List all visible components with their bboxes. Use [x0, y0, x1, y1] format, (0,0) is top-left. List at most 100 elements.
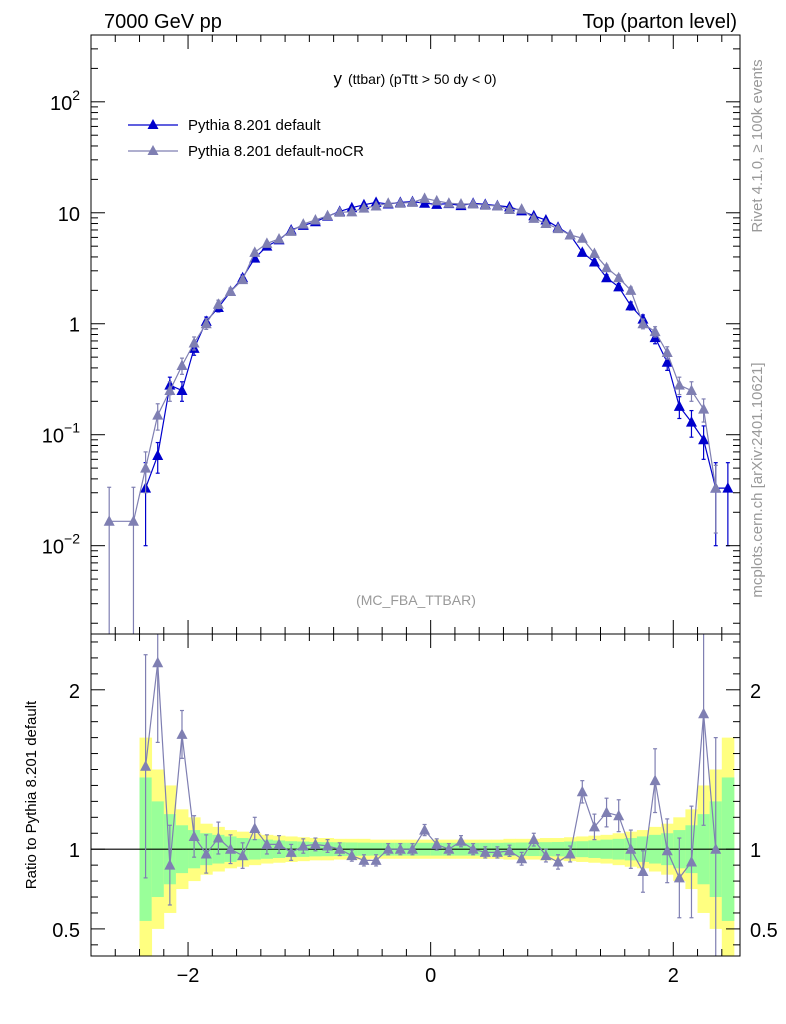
x-tick-label: 2: [668, 965, 679, 987]
data-point-nocr: [297, 218, 309, 229]
data-point-nocr: [273, 233, 285, 244]
ratio-y-tick-labels: 0.5 0.5 1 1 2 2: [52, 681, 778, 942]
data-point-default: [722, 482, 734, 493]
rivet-label: Rivet 4.1.0, ≥ 100k events: [749, 59, 766, 232]
legend-item-default: Pythia 8.201 default: [128, 117, 321, 134]
legend-label-default: Pythia 8.201 default: [188, 117, 321, 134]
ratio-y-tick-label-right: 2: [750, 681, 761, 703]
data-point-nocr: [455, 197, 467, 209]
ratio-point: [152, 656, 164, 668]
data-point-default: [152, 449, 164, 460]
data-point-nocr: [176, 359, 188, 371]
ratio-point: [455, 835, 467, 846]
data-point-nocr: [649, 325, 661, 337]
ratio-point: [637, 865, 649, 877]
data-point-nocr: [661, 346, 673, 358]
data-point-default: [698, 433, 710, 445]
ratio-point: [285, 846, 297, 857]
data-point-nocr: [540, 217, 552, 229]
ratio-point: [491, 846, 503, 857]
header-right: Top (parton level): [582, 11, 737, 33]
legend-label-nocr: Pythia 8.201 default-noCR: [188, 143, 364, 160]
data-point-nocr: [140, 462, 152, 473]
ratio-point: [382, 843, 394, 854]
data-point-default: [685, 416, 697, 427]
ratio-point: [576, 785, 588, 797]
ratio-point: [249, 822, 261, 833]
data-point-nocr: [309, 214, 321, 225]
data-point-nocr: [394, 197, 406, 208]
data-point-nocr: [601, 261, 613, 273]
legend-marker-nocr: [147, 145, 159, 155]
ratio-y-tick-label-left: 1: [69, 840, 80, 862]
data-point-nocr: [346, 205, 358, 217]
data-point-nocr: [564, 229, 576, 240]
data-point-default: [176, 384, 188, 396]
ratio-data-layer: [91, 634, 740, 956]
y-tick-label: 10−1: [42, 420, 80, 448]
y-tick-label: 10−2: [42, 531, 80, 559]
ratio-point: [504, 844, 516, 856]
ratio-point: [176, 728, 188, 739]
ratio-y-tick-label-left: 0.5: [52, 920, 80, 942]
data-point-nocr: [637, 317, 649, 329]
data-point-nocr: [698, 403, 710, 414]
ratio-point: [346, 849, 358, 861]
main-title: y (ttbar) (pTtt > 50 dy < 0): [333, 69, 496, 88]
ratio-point: [334, 843, 346, 854]
data-point-nocr: [613, 271, 625, 283]
ratio-point: [540, 849, 552, 861]
data-point-default: [588, 256, 600, 267]
data-point-nocr: [285, 225, 297, 236]
ratio-point: [552, 855, 564, 867]
data-point-nocr: [152, 409, 164, 420]
ratio-panel: 0.5 0.5 1 1 2 2 −2 0 2 Ratio to Pythia 8.201 de…: [23, 633, 778, 987]
ratio-point: [140, 760, 152, 771]
data-point-nocr: [103, 515, 115, 526]
data-point-default: [613, 280, 625, 292]
ratio-point: [309, 838, 321, 849]
y-tick-label: 102: [50, 87, 80, 115]
ratio-point: [297, 840, 309, 851]
y-tick-label: 1: [69, 315, 80, 337]
ratio-point: [661, 844, 673, 856]
ratio-point: [261, 838, 273, 849]
ratio-point: [710, 843, 722, 854]
ratio-point: [406, 843, 418, 854]
data-point-nocr: [334, 206, 346, 217]
data-point-nocr: [516, 203, 528, 214]
ratio-y-tick-label-left: 2: [69, 681, 80, 703]
y-tick-label: 10: [58, 204, 80, 226]
data-point-nocr: [127, 515, 139, 526]
data-point-default: [576, 246, 588, 257]
data-point-default: [625, 299, 637, 311]
ratio-point: [673, 871, 685, 883]
ratio-point: [358, 854, 370, 865]
ratio-point: [625, 843, 637, 854]
ratio-point: [588, 820, 600, 832]
ratio-point: [564, 847, 576, 859]
x-tick-labels: −2 0 2: [177, 965, 679, 987]
ratio-point: [322, 840, 334, 851]
legend-item-nocr: Pythia 8.201 default-noCR: [128, 143, 364, 160]
x-tick-label: 0: [425, 965, 436, 987]
data-point-nocr: [431, 194, 443, 206]
ratio-point: [200, 847, 212, 859]
data-point-nocr: [188, 337, 200, 348]
data-point-nocr: [406, 196, 418, 207]
data-point-nocr: [322, 209, 334, 221]
data-point-nocr: [200, 317, 212, 329]
ratio-point: [685, 855, 697, 867]
data-point-nocr: [467, 197, 479, 209]
header-left: 7000 GeV pp: [104, 11, 222, 33]
mcplots-label: mcplots.cern.ch [arXiv:2401.10621]: [749, 362, 766, 597]
ratio-y-tick-label-right: 0.5: [750, 920, 778, 942]
data-point-nocr: [673, 379, 685, 390]
data-point-nocr: [419, 192, 431, 203]
main-data-layer: [103, 192, 734, 634]
main-title-rest: (ttbar) (pTtt > 50 dy < 0): [348, 71, 497, 87]
data-point-nocr: [491, 200, 503, 211]
data-point-nocr: [443, 197, 455, 208]
ratio-point: [516, 852, 528, 864]
data-point-default: [249, 252, 261, 263]
